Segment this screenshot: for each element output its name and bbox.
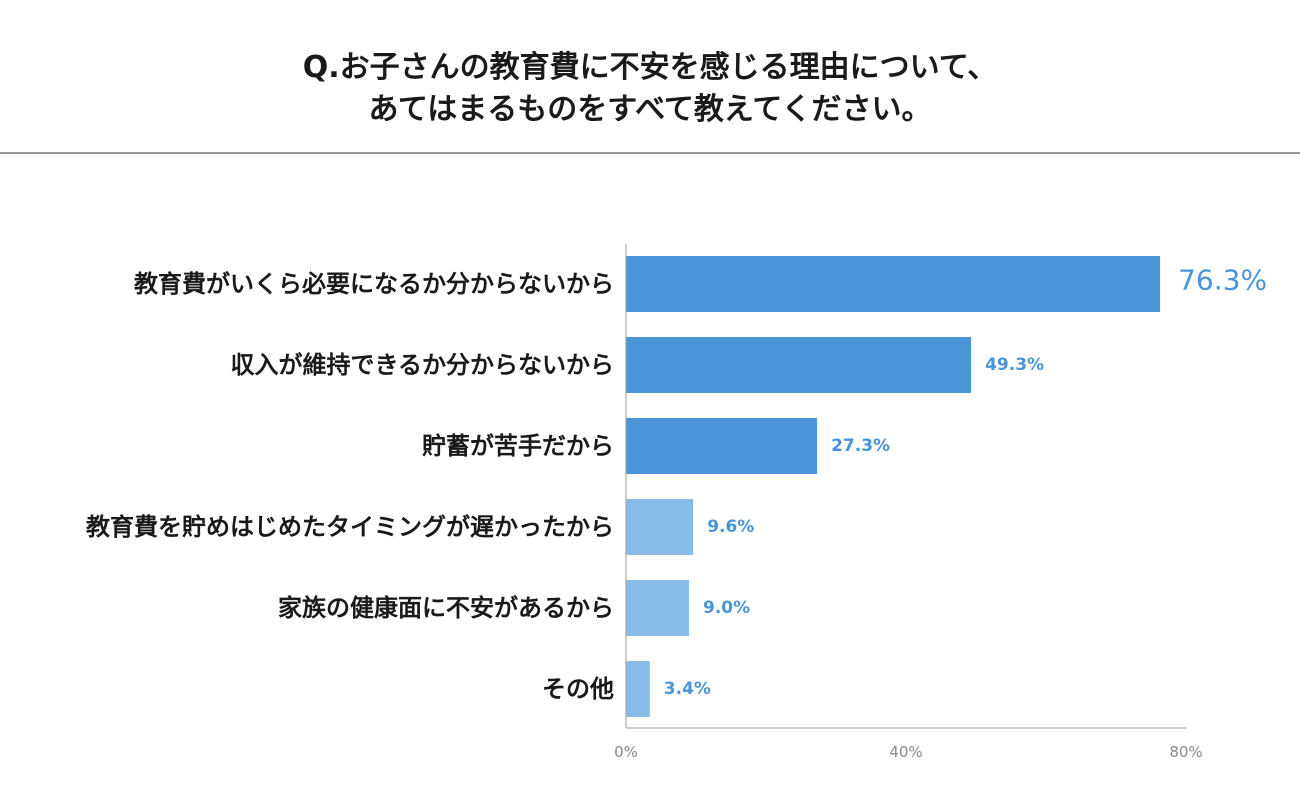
value-label-6: 3.4% <box>664 679 711 699</box>
category-label-5: 家族の健康面に不安があるから <box>278 594 614 622</box>
bar-2 <box>626 337 972 393</box>
chart-title-line-2: あてはまるものをすべて教えてください。 <box>368 92 932 127</box>
bar-4 <box>626 499 694 555</box>
bar-6 <box>626 661 650 717</box>
bar-1 <box>626 256 1161 312</box>
bar-5 <box>626 580 689 636</box>
value-label-2: 49.3% <box>985 355 1044 375</box>
bar-3 <box>626 418 818 474</box>
category-label-4: 教育費を貯めはじめたタイミングが遅かったから <box>86 513 614 541</box>
title-block: Q.お子さんの教育費に不安を感じる理由について、 あてはまるものをすべて教えてく… <box>0 0 1300 154</box>
x-tick-label-2: 40% <box>889 743 922 761</box>
category-label-1: 教育費がいくら必要になるか分からないから <box>134 270 614 298</box>
value-label-5: 9.0% <box>703 598 750 618</box>
x-tick-label-1: 0% <box>614 743 638 761</box>
category-label-3: 貯蓄が苦手だから <box>422 432 614 460</box>
value-label-4: 9.6% <box>707 517 754 537</box>
value-label-1: 76.3% <box>1178 264 1267 297</box>
x-tick-label-3: 80% <box>1169 743 1202 761</box>
category-label-2: 収入が維持できるか分からないから <box>230 351 614 379</box>
category-label-6: その他 <box>542 675 614 703</box>
value-label-3: 27.3% <box>831 436 890 456</box>
chart-title-line-1: Q.お子さんの教育費に不安を感じる理由について、 <box>302 50 998 85</box>
